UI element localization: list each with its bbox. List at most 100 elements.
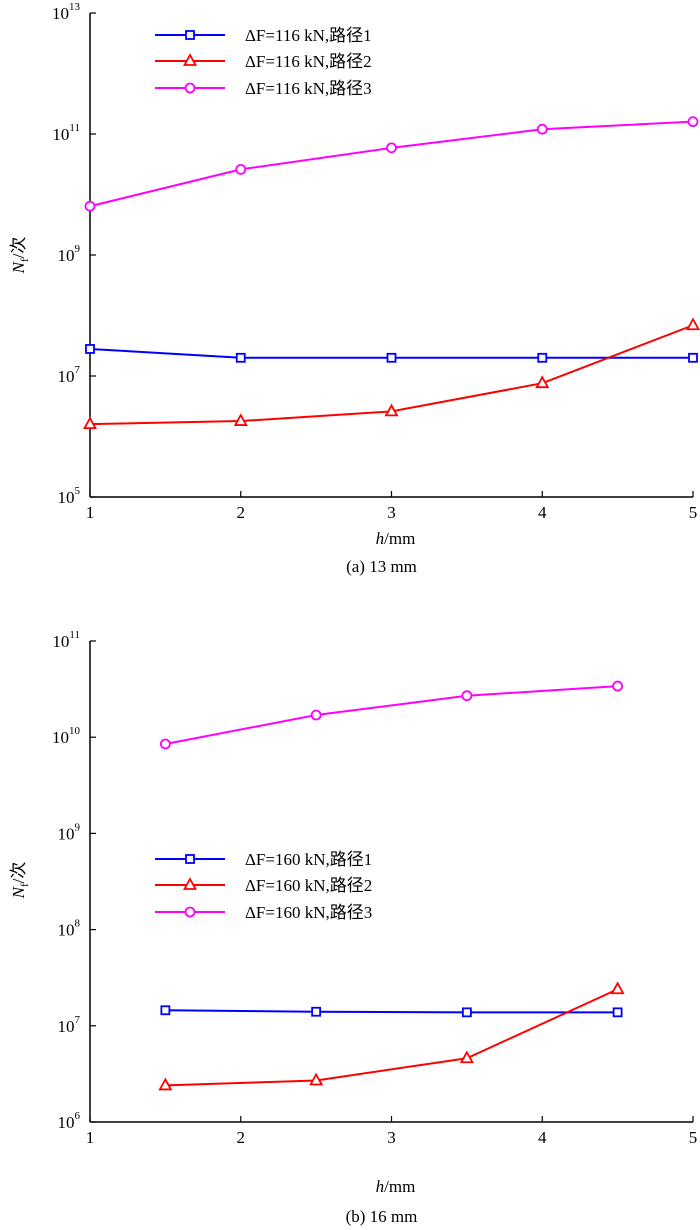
y-label-sub: f (19, 883, 31, 887)
data-point-triangle (309, 1072, 324, 1086)
y-tick-exponent: 8 (75, 918, 81, 930)
y-tick-exponent: 11 (69, 629, 80, 641)
data-point-triangle (535, 375, 550, 389)
y-tick-label: 1010 (52, 725, 81, 747)
data-point-square (688, 352, 698, 363)
legend-label: ΔF=160 kN,路径3 (245, 903, 372, 922)
series-line (165, 988, 619, 1087)
x-tick-label: 5 (689, 503, 698, 522)
x-label-unit: /mm (384, 1177, 415, 1196)
x-label-var: h (376, 1177, 385, 1196)
series-3 (84, 116, 699, 212)
legend-marker-square (185, 854, 195, 864)
y-tick-label: 1013 (52, 1, 81, 23)
data-point-triangle (82, 416, 98, 430)
legend-label: ΔF=116 kN,路径2 (245, 52, 372, 71)
series-3 (159, 680, 624, 750)
series-line (165, 685, 618, 745)
data-point-triangle (384, 403, 399, 417)
legend-marker-triangle (182, 877, 198, 890)
y-tick-base: 10 (58, 488, 75, 507)
legend-marker-triangle (182, 53, 198, 66)
legend-label: ΔF=160 kN,路径2 (245, 876, 372, 895)
series-2 (82, 317, 700, 430)
legend-marker-circle (184, 82, 196, 94)
data-point-square (85, 344, 95, 354)
data-point-circle (612, 680, 624, 692)
y-tick-base: 10 (58, 367, 75, 386)
data-point-circle (461, 690, 473, 702)
y-label-unit: /次 (9, 237, 28, 259)
y-tick-base: 10 (52, 4, 69, 23)
x-tick-label: 5 (689, 1128, 698, 1147)
data-point-square (160, 1005, 171, 1016)
legend-marker-square (185, 30, 195, 40)
x-tick-label: 4 (538, 503, 547, 522)
y-tick-base: 10 (52, 728, 69, 747)
legend-label: ΔF=116 kN,路径1 (245, 26, 372, 45)
y-tick-exponent: 13 (69, 1, 81, 13)
data-point-circle (536, 123, 548, 135)
y-label-sub: f (19, 258, 31, 262)
y-label-var: N (9, 885, 28, 899)
data-point-triangle (459, 1050, 474, 1064)
y-tick-base: 10 (58, 1113, 75, 1132)
data-point-square (612, 1007, 623, 1018)
y-tick-exponent: 9 (75, 821, 81, 833)
data-point-circle (84, 200, 96, 212)
data-point-circle (310, 709, 322, 721)
data-point-square (461, 1007, 472, 1018)
series-line (89, 120, 694, 208)
data-point-square (311, 1006, 322, 1017)
legend-marker-circle (184, 906, 196, 918)
x-label-unit: /mm (384, 529, 415, 548)
y-tick-label: 108 (58, 918, 81, 940)
data-point-square (537, 352, 548, 363)
y-tick-exponent: 5 (75, 485, 81, 497)
y-tick-label: 107 (58, 364, 81, 386)
y-tick-base: 10 (58, 824, 75, 843)
y-tick-base: 10 (58, 1017, 75, 1036)
legend-label: ΔF=160 kN,路径1 (245, 850, 372, 869)
data-point-triangle (610, 981, 625, 995)
panel-caption: (b) 16 mm (346, 1207, 418, 1226)
panel-caption: (a) 13 mm (346, 557, 417, 576)
data-point-circle (159, 738, 171, 750)
data-point-circle (235, 163, 247, 175)
y-tick-label: 1011 (52, 122, 80, 144)
series-1 (85, 344, 698, 363)
y-tick-base: 10 (58, 921, 75, 940)
y-tick-label: 107 (58, 1014, 81, 1036)
x-axis-label: h/mm (376, 1177, 416, 1196)
y-tick-base: 10 (52, 125, 69, 144)
y-tick-label: 109 (58, 243, 81, 265)
data-point-triangle (158, 1077, 173, 1091)
y-label-unit: /次 (9, 862, 28, 884)
data-point-circle (687, 116, 699, 128)
data-point-triangle (233, 413, 248, 426)
y-tick-exponent: 7 (75, 364, 81, 376)
y-tick-exponent: 7 (75, 1014, 81, 1026)
x-label-var: h (376, 529, 385, 548)
y-tick-label: 1011 (52, 629, 80, 651)
x-tick-label: 1 (86, 1128, 95, 1147)
y-tick-exponent: 11 (69, 122, 80, 134)
x-tick-label: 2 (237, 503, 246, 522)
y-label-var: N (9, 260, 28, 274)
x-tick-label: 1 (86, 503, 95, 522)
y-tick-label: 105 (58, 485, 81, 507)
y-axis-label: Nf/次 (9, 862, 31, 900)
legend-label: ΔF=116 kN,路径3 (245, 79, 372, 98)
series-line (165, 1009, 618, 1014)
series-1 (160, 1005, 623, 1018)
y-tick-exponent: 6 (75, 1110, 81, 1122)
y-tick-exponent: 9 (75, 243, 81, 255)
data-point-circle (386, 142, 397, 154)
x-axis-label: h/mm (376, 529, 416, 548)
x-tick-label: 3 (387, 1128, 396, 1147)
y-tick-label: 109 (58, 821, 81, 843)
y-tick-label: 106 (58, 1110, 81, 1132)
data-point-square (386, 352, 397, 363)
